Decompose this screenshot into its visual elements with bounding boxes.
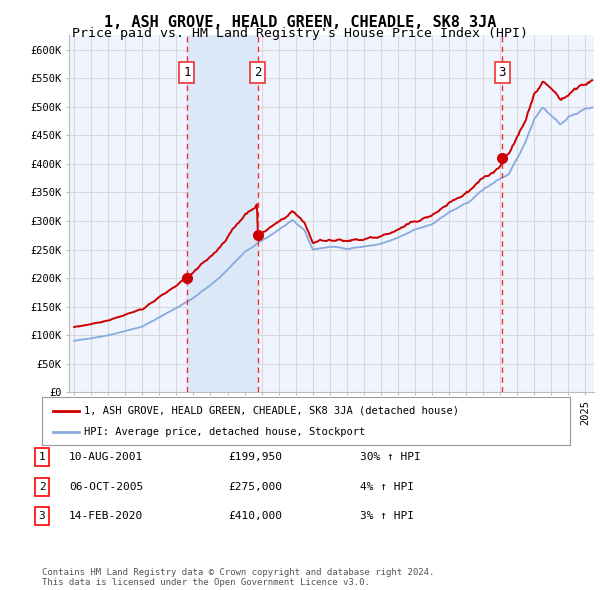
Text: 2: 2 bbox=[38, 482, 46, 491]
Text: 1: 1 bbox=[38, 453, 46, 462]
Text: 3% ↑ HPI: 3% ↑ HPI bbox=[360, 512, 414, 521]
Text: 3: 3 bbox=[38, 512, 46, 521]
Text: Price paid vs. HM Land Registry's House Price Index (HPI): Price paid vs. HM Land Registry's House … bbox=[72, 27, 528, 40]
Text: Contains HM Land Registry data © Crown copyright and database right 2024.
This d: Contains HM Land Registry data © Crown c… bbox=[42, 568, 434, 587]
Text: 30% ↑ HPI: 30% ↑ HPI bbox=[360, 453, 421, 462]
Text: 2: 2 bbox=[254, 66, 262, 79]
Text: HPI: Average price, detached house, Stockport: HPI: Average price, detached house, Stoc… bbox=[84, 427, 365, 437]
Text: 4% ↑ HPI: 4% ↑ HPI bbox=[360, 482, 414, 491]
Text: 1, ASH GROVE, HEALD GREEN, CHEADLE, SK8 3JA (detached house): 1, ASH GROVE, HEALD GREEN, CHEADLE, SK8 … bbox=[84, 405, 459, 415]
Text: 06-OCT-2005: 06-OCT-2005 bbox=[69, 482, 143, 491]
Text: 3: 3 bbox=[499, 66, 506, 79]
Text: 10-AUG-2001: 10-AUG-2001 bbox=[69, 453, 143, 462]
Text: £410,000: £410,000 bbox=[228, 512, 282, 521]
Text: 1: 1 bbox=[183, 66, 191, 79]
Text: 1, ASH GROVE, HEALD GREEN, CHEADLE, SK8 3JA: 1, ASH GROVE, HEALD GREEN, CHEADLE, SK8 … bbox=[104, 15, 496, 30]
Text: £275,000: £275,000 bbox=[228, 482, 282, 491]
Text: £199,950: £199,950 bbox=[228, 453, 282, 462]
Text: 14-FEB-2020: 14-FEB-2020 bbox=[69, 512, 143, 521]
